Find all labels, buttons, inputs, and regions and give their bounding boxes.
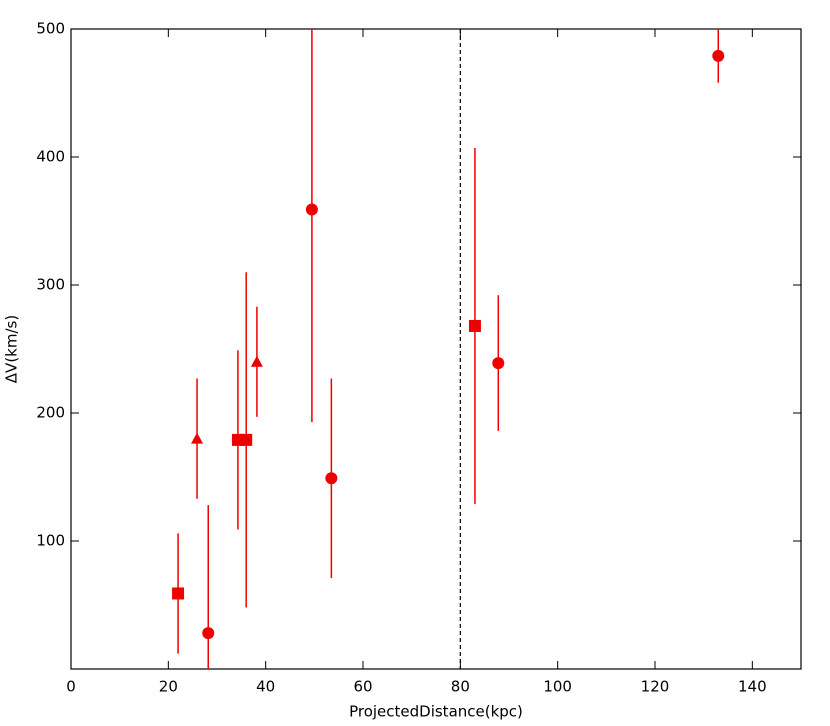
point (172, 587, 185, 600)
point (202, 627, 215, 640)
y-tick-label: 100 (36, 532, 65, 550)
y-tick-label: 300 (36, 276, 65, 294)
x-tick-label: 40 (256, 678, 275, 696)
y-tick-label: 200 (36, 404, 65, 422)
plot-frame (70, 28, 802, 670)
x-tick-label: 100 (543, 678, 572, 696)
y-tick-label: 500 (36, 20, 65, 38)
point (712, 49, 725, 62)
x-tick-label: 120 (641, 678, 670, 696)
point (250, 355, 263, 367)
point (492, 357, 505, 370)
plot-area (172, 29, 725, 669)
x-tick-label: 60 (353, 678, 372, 696)
point (325, 472, 338, 485)
x-axis-label: ProjectedDistance(kpc) (349, 703, 523, 721)
y-axis-label: ΔV(km/s) (3, 315, 21, 383)
y-tick-label: 400 (36, 148, 65, 166)
point (240, 433, 253, 446)
point (468, 319, 481, 332)
x-tick-label: 80 (451, 678, 470, 696)
point (305, 203, 318, 216)
x-tick-label: 140 (738, 678, 767, 696)
point (191, 432, 204, 444)
x-tick-label: 20 (159, 678, 178, 696)
x-tick-label: 0 (66, 678, 76, 696)
